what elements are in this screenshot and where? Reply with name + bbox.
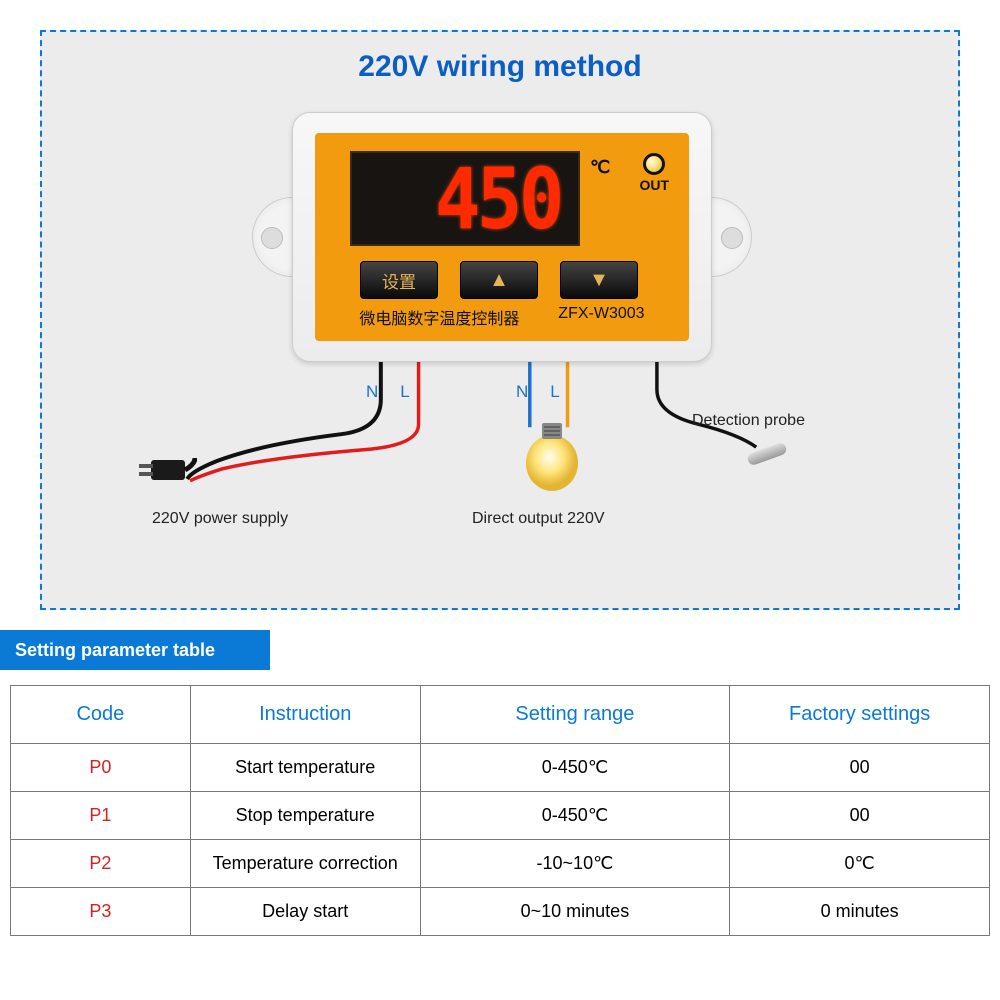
cell-code: P2 — [11, 840, 191, 888]
cell-instruction: Delay start — [190, 888, 420, 936]
button-row: 设置 ▲ ▼ — [360, 261, 638, 299]
table-row: P3 Delay start 0~10 minutes 0 minutes — [11, 888, 990, 936]
col-factory: Factory settings — [730, 686, 990, 744]
col-range: Setting range — [420, 686, 730, 744]
device-text-row: 微电脑数字温度控制器 ZFX-W3003 — [315, 305, 689, 329]
cell-range: 0-450℃ — [420, 792, 730, 840]
device-body: 450 ℃ OUT 设置 ▲ ▼ — [292, 112, 712, 362]
power-plug-icon — [137, 452, 197, 492]
cell-code: P0 — [11, 744, 191, 792]
terminal1-n: N — [366, 382, 378, 401]
table-row: P0 Start temperature 0-450℃ 00 — [11, 744, 990, 792]
cell-range: 0-450℃ — [420, 744, 730, 792]
device-faceplate: 450 ℃ OUT 设置 ▲ ▼ — [315, 133, 689, 341]
table-section-title: Setting parameter table — [0, 630, 270, 670]
chinese-description: 微电脑数字温度控制器 — [359, 305, 519, 329]
triangle-down-icon: ▼ — [589, 269, 609, 292]
cell-factory: 0℃ — [730, 840, 990, 888]
cell-code: P3 — [11, 888, 191, 936]
out-label: OUT — [639, 177, 669, 193]
cell-factory: 00 — [730, 792, 990, 840]
wiring-diagram-panel: 220V wiring method 450 ℃ OUT 设置 ▲ — [40, 30, 960, 610]
diagram-title: 220V wiring method — [42, 50, 958, 84]
power-supply-label: 220V power supply — [152, 510, 288, 528]
terminal1-l: L — [400, 382, 409, 401]
controller-device: 450 ℃ OUT 设置 ▲ ▼ — [292, 112, 712, 362]
cell-instruction: Stop temperature — [190, 792, 420, 840]
down-button[interactable]: ▼ — [560, 261, 638, 299]
cell-range: -10~10℃ — [420, 840, 730, 888]
parameter-table: Code Instruction Setting range Factory s… — [10, 685, 990, 936]
col-code: Code — [11, 686, 191, 744]
cell-factory: 00 — [730, 744, 990, 792]
cell-code: P1 — [11, 792, 191, 840]
probe-label: Detection probe — [692, 412, 805, 430]
bulb-icon — [522, 417, 582, 497]
table-row: P2 Temperature correction -10~10℃ 0℃ — [11, 840, 990, 888]
output-label: Direct output 220V — [472, 510, 605, 528]
col-instruction: Instruction — [190, 686, 420, 744]
cell-instruction: Temperature correction — [190, 840, 420, 888]
table-header-row: Code Instruction Setting range Factory s… — [11, 686, 990, 744]
table-row: P1 Stop temperature 0-450℃ 00 — [11, 792, 990, 840]
set-button[interactable]: 设置 — [360, 261, 438, 299]
terminal-nl-2: NL — [516, 382, 560, 402]
out-indicator: OUT — [639, 153, 669, 193]
unit-label: ℃ — [590, 157, 610, 178]
cell-range: 0~10 minutes — [420, 888, 730, 936]
terminal-nl-1: NL — [366, 382, 410, 402]
terminal2-n: N — [516, 382, 528, 401]
cell-instruction: Start temperature — [190, 744, 420, 792]
temperature-value: 450 — [435, 157, 561, 241]
cell-factory: 0 minutes — [730, 888, 990, 936]
temperature-display: 450 — [350, 151, 580, 246]
terminal2-l: L — [550, 382, 559, 401]
model-number: ZFX-W3003 — [558, 305, 644, 329]
triangle-up-icon: ▲ — [489, 269, 509, 292]
set-button-label: 设置 — [382, 268, 416, 293]
probe-tip-icon — [746, 442, 788, 467]
out-led-icon — [643, 153, 665, 175]
up-button[interactable]: ▲ — [460, 261, 538, 299]
